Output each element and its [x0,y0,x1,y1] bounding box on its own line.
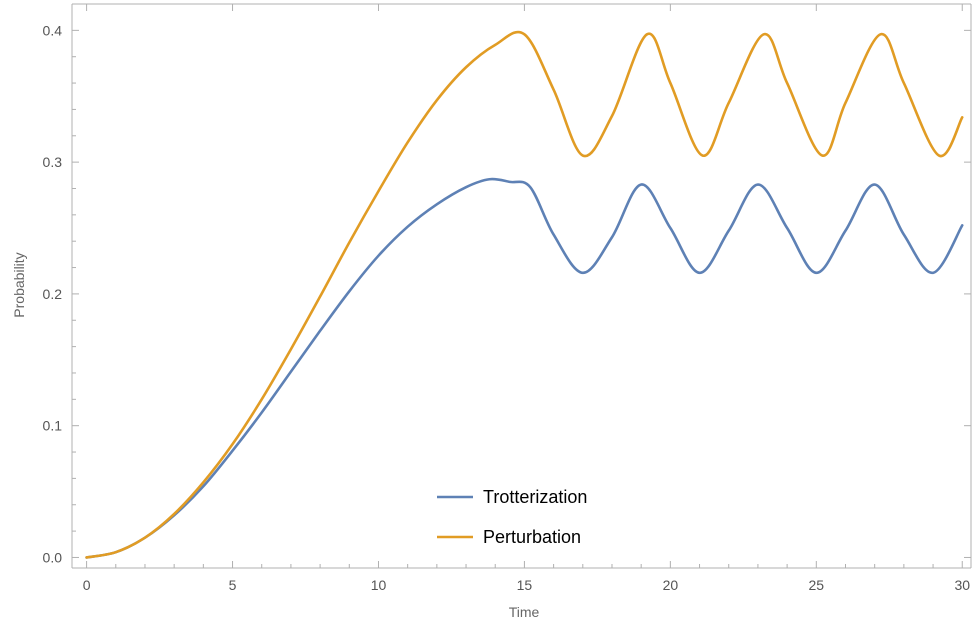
y-axis-ticks: 0.0 0.1 0.2 0.3 0.4 [43,22,971,565]
x-tick-label: 15 [517,577,533,593]
y-tick-label: 0.3 [43,154,63,170]
y-tick-label: 0.0 [43,549,63,565]
legend-label-trotterization: Trotterization [483,487,587,507]
x-tick-label: 20 [663,577,679,593]
plot-frame [71,3,972,569]
y-tick-label: 0.1 [43,418,63,434]
series-line-trotterization [85,177,964,559]
x-tick-label: 0 [83,577,91,593]
x-axis-ticks: 0 5 10 15 20 25 30 [83,4,970,593]
x-tick-label: 10 [371,577,387,593]
x-tick-label: 30 [954,577,970,593]
y-axis-label: Probability [11,252,27,317]
series-line-perturbation [85,30,964,559]
x-axis-label: Time [509,604,540,620]
legend-label-perturbation: Perturbation [483,527,581,547]
y-tick-label: 0.2 [43,286,63,302]
series-layer [85,30,964,559]
x-tick-label: 5 [229,577,237,593]
x-tick-label: 25 [809,577,825,593]
y-tick-label: 0.4 [43,22,63,38]
legend: Trotterization Perturbation [437,487,587,547]
